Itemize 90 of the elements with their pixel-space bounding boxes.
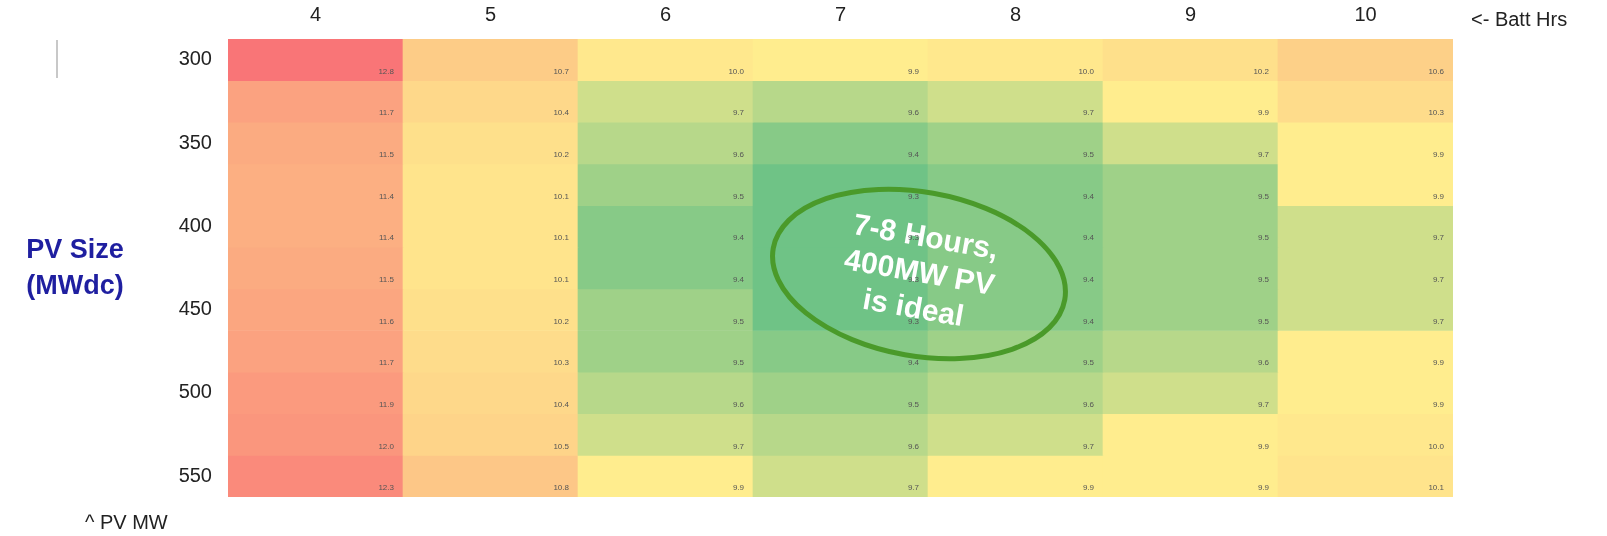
y-tick-label: 550 — [178, 463, 212, 486]
data-label: 9.9 — [1432, 191, 1445, 201]
data-label: 9.7 — [907, 483, 920, 493]
data-label: 10.5 — [553, 441, 570, 451]
data-label: 10.4 — [553, 108, 570, 118]
data-label: 10.1 — [1428, 483, 1445, 493]
data-label: 10.7 — [553, 66, 570, 76]
data-label: 9.6 — [1257, 358, 1270, 368]
data-label: 9.6 — [732, 150, 745, 160]
data-label: 10.2 — [553, 150, 570, 160]
data-label: 9.6 — [907, 441, 920, 451]
data-label: 9.7 — [1432, 275, 1445, 285]
data-label: 9.3 — [907, 191, 920, 201]
data-label: 10.0 — [728, 66, 745, 76]
data-label: 9.5 — [1257, 275, 1270, 285]
data-label: 9.9 — [732, 483, 745, 493]
x-tick-label: 4 — [309, 2, 322, 25]
y-tick-label: 400 — [178, 213, 212, 236]
data-label: 9.5 — [1082, 358, 1095, 368]
x-tick-label: 7 — [834, 2, 847, 25]
data-label: 9.7 — [1432, 233, 1445, 243]
data-label: 9.6 — [732, 399, 745, 409]
data-label: 10.1 — [553, 233, 570, 243]
data-label: 11.7 — [379, 358, 395, 368]
data-label: 10.3 — [553, 358, 570, 368]
data-label: 9.5 — [907, 399, 920, 409]
data-label: 9.4 — [732, 275, 745, 285]
data-label: 9.4 — [907, 150, 920, 160]
data-label: 11.4 — [379, 191, 395, 201]
data-label: 11.9 — [379, 399, 395, 409]
data-label: 12.0 — [378, 441, 395, 451]
x-tick-label: 5 — [484, 2, 497, 25]
data-label: 9.5 — [1082, 150, 1095, 160]
data-label: 10.2 — [1253, 66, 1270, 76]
data-label: 10.6 — [1428, 66, 1445, 76]
x-tick-label: 10 — [1354, 2, 1377, 25]
data-label: 10.0 — [1078, 66, 1095, 76]
data-label: 9.7 — [1432, 316, 1445, 326]
data-label: 11.4 — [379, 233, 395, 243]
data-label: 9.7 — [1257, 150, 1270, 160]
data-label: 9.4 — [1082, 233, 1095, 243]
y-tick-label: 300 — [178, 47, 212, 70]
data-label: 11.5 — [379, 150, 395, 160]
data-label: 10.2 — [553, 316, 570, 326]
data-label: 10.1 — [553, 191, 570, 201]
data-label: 10.8 — [553, 483, 570, 493]
data-label: 9.4 — [1082, 191, 1095, 201]
data-label: 9.4 — [1082, 275, 1095, 285]
data-label: 9.5 — [732, 316, 745, 326]
data-label: 10.3 — [1428, 108, 1445, 118]
data-label: 9.7 — [1257, 399, 1270, 409]
data-label: 9.5 — [1257, 233, 1270, 243]
y-tick-label: 500 — [178, 380, 212, 403]
data-label: 11.5 — [379, 275, 395, 285]
data-label: 9.5 — [1257, 316, 1270, 326]
data-label: 12.8 — [378, 66, 395, 76]
data-label: 9.9 — [1257, 108, 1270, 118]
data-label: 9.9 — [1432, 399, 1445, 409]
data-label: 9.7 — [732, 108, 745, 118]
data-label: 10.1 — [553, 275, 570, 285]
data-label: 11.7 — [379, 108, 395, 118]
data-label: 9.4 — [907, 358, 920, 368]
y-tick-label: 450 — [178, 297, 212, 320]
y-tick-label: 350 — [178, 130, 212, 153]
data-label: 12.3 — [378, 483, 395, 493]
data-label: 9.9 — [1257, 483, 1270, 493]
data-label: 9.7 — [1082, 441, 1095, 451]
x-tick-label: 8 — [1009, 2, 1022, 25]
x-axis-title: <- Batt Hrs — [1471, 7, 1568, 30]
data-label: 10.0 — [1428, 441, 1445, 451]
data-label: 9.9 — [907, 66, 920, 76]
data-label: 9.5 — [1257, 191, 1270, 201]
data-label: 11.6 — [379, 316, 395, 326]
data-label: 9.6 — [1082, 399, 1095, 409]
data-label: 9.6 — [907, 108, 920, 118]
data-label: 9.4 — [1082, 316, 1095, 326]
y-axis-title: PV Size (MWdc) — [26, 234, 124, 301]
text: ^ PV MW — [85, 510, 168, 533]
data-label: 9.9 — [1432, 358, 1445, 368]
x-tick-label: 9 — [1184, 2, 1197, 25]
data-label: 9.7 — [1082, 108, 1095, 118]
data-label: 9.9 — [1432, 150, 1445, 160]
data-label: 9.9 — [1082, 483, 1095, 493]
data-label: 9.4 — [732, 233, 745, 243]
x-tick-label: 6 — [659, 2, 672, 25]
data-label: 9.5 — [732, 358, 745, 368]
data-label: 10.4 — [553, 399, 570, 409]
data-label: 9.9 — [1257, 441, 1270, 451]
data-label: 9.5 — [732, 191, 745, 201]
data-label: 9.7 — [732, 441, 745, 451]
